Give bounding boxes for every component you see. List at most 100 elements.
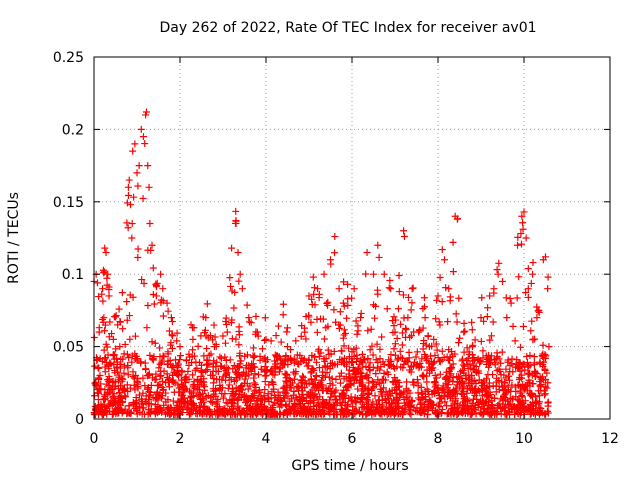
data-point (225, 365, 233, 373)
data-point (109, 350, 117, 358)
data-point (223, 328, 231, 336)
data-point (233, 410, 241, 418)
data-point (455, 339, 463, 347)
data-point (340, 386, 348, 394)
data-point (119, 355, 127, 363)
data-point (374, 290, 382, 298)
data-point (345, 366, 353, 374)
data-point (315, 401, 323, 409)
data-point (449, 360, 457, 368)
data-point (144, 162, 152, 170)
data-point (290, 375, 298, 383)
data-point (435, 401, 443, 409)
data-point (201, 329, 209, 337)
data-point (369, 351, 377, 359)
data-point (250, 379, 258, 387)
data-point (284, 360, 292, 368)
data-point (332, 386, 340, 394)
data-point (351, 393, 359, 401)
data-point (349, 358, 357, 366)
data-point (434, 389, 442, 397)
data-point (129, 147, 137, 155)
data-point (124, 183, 132, 191)
data-point (358, 394, 366, 402)
data-point (406, 366, 414, 374)
data-point (393, 356, 401, 364)
data-point (508, 360, 516, 368)
data-point (125, 402, 133, 410)
data-point (293, 395, 301, 403)
data-point (490, 285, 498, 293)
data-point (406, 389, 414, 397)
data-point (165, 327, 173, 335)
data-point (180, 394, 188, 402)
data-point (139, 404, 147, 412)
data-point (522, 234, 530, 242)
data-point (520, 384, 528, 392)
data-point (442, 402, 450, 410)
data-point (350, 352, 358, 360)
data-point (442, 284, 450, 292)
data-point (152, 370, 160, 378)
data-point (352, 399, 360, 407)
data-point (294, 382, 302, 390)
data-point (375, 253, 383, 261)
data-point (225, 374, 233, 382)
data-point (536, 409, 544, 417)
data-point (511, 337, 519, 345)
data-point (98, 403, 106, 411)
data-point (101, 386, 109, 394)
data-point (209, 359, 217, 367)
data-point (189, 324, 197, 332)
data-point (94, 364, 102, 372)
data-point (146, 351, 154, 359)
data-point (460, 328, 468, 336)
data-point (402, 385, 410, 393)
data-point (498, 383, 506, 391)
x-tick-label: 6 (348, 431, 357, 447)
data-point (540, 354, 548, 362)
data-point (282, 352, 290, 360)
data-point (182, 356, 190, 364)
data-point (134, 245, 142, 253)
data-point (223, 364, 231, 372)
data-point (117, 394, 125, 402)
data-point (423, 410, 431, 418)
data-point (222, 314, 230, 322)
x-tick-label: 8 (434, 431, 443, 447)
data-point (102, 248, 110, 256)
data-point (468, 326, 476, 334)
data-point (286, 397, 294, 405)
data-point (315, 290, 323, 298)
data-point (399, 408, 407, 416)
data-point (298, 322, 306, 330)
data-point (153, 279, 161, 287)
data-point (471, 336, 479, 344)
data-point (481, 398, 489, 406)
data-point (432, 315, 440, 323)
data-point (378, 333, 386, 341)
data-point (299, 372, 307, 380)
data-point (533, 397, 541, 405)
data-point (192, 358, 200, 366)
data-point (472, 410, 480, 418)
data-point (487, 332, 495, 340)
data-point (149, 356, 157, 364)
data-point (403, 378, 411, 386)
data-point (419, 340, 427, 348)
data-point (254, 371, 262, 379)
data-point (134, 384, 142, 392)
data-point (349, 367, 357, 375)
data-point (327, 359, 335, 367)
data-point (423, 372, 431, 380)
data-point (365, 409, 373, 417)
data-point (537, 381, 545, 389)
data-point (482, 385, 490, 393)
data-point (539, 376, 547, 384)
data-point (364, 327, 372, 335)
data-point (101, 321, 109, 329)
data-point (544, 285, 552, 293)
data-point (340, 342, 348, 350)
data-point (288, 379, 296, 387)
data-point (372, 302, 380, 310)
